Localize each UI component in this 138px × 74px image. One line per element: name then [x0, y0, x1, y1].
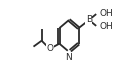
Text: N: N: [66, 53, 72, 62]
Text: OH: OH: [99, 22, 113, 31]
Text: OH: OH: [99, 9, 113, 18]
Text: B: B: [86, 15, 92, 24]
Text: O: O: [46, 44, 53, 53]
